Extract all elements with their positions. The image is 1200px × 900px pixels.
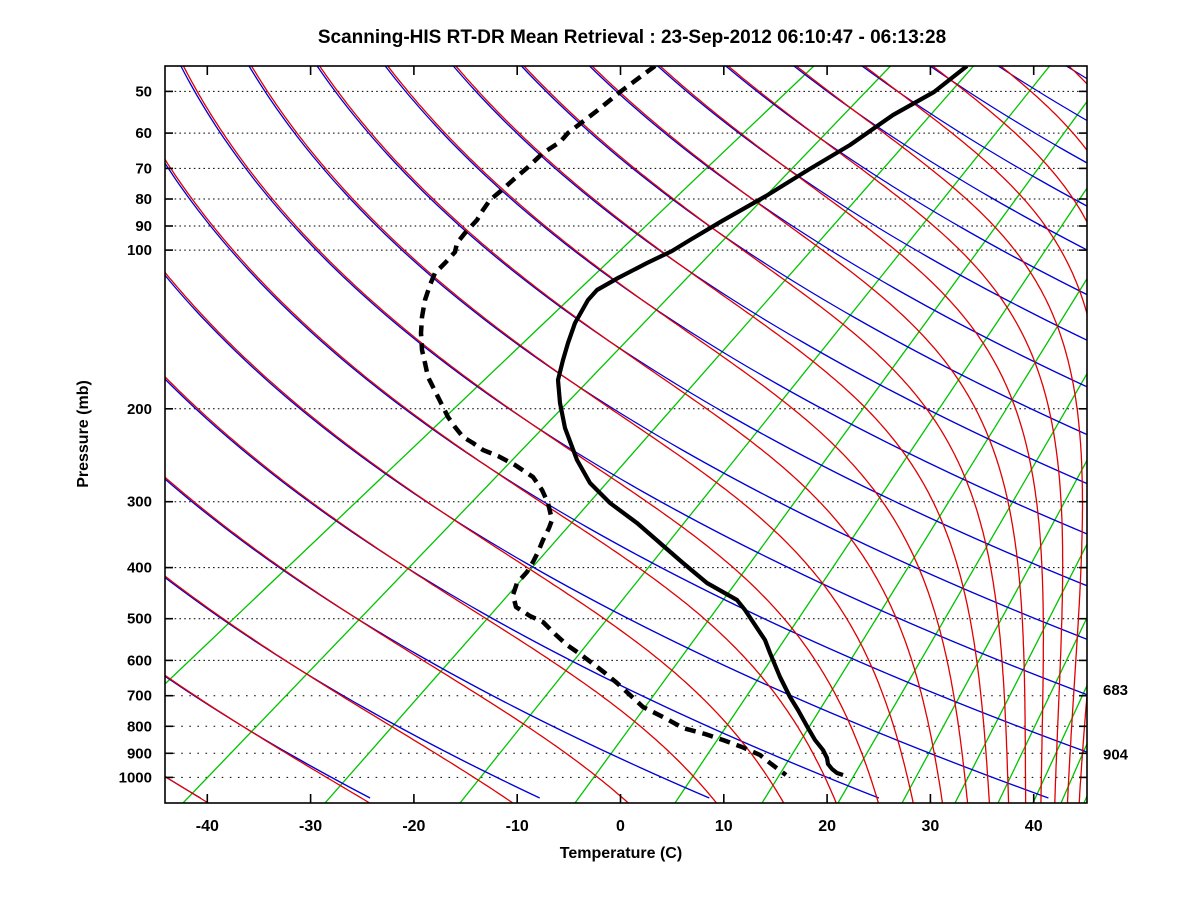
dry-adiabat-line xyxy=(384,66,1087,535)
moist-adiabat-line xyxy=(455,66,991,803)
y-tick-label: 80 xyxy=(135,191,152,208)
plot-area xyxy=(165,66,1167,806)
x-tick-label: 10 xyxy=(715,818,733,835)
x-tick-label: -20 xyxy=(402,818,425,835)
y-tick-label: 200 xyxy=(127,401,152,418)
moist-adiabat-line xyxy=(591,66,1027,803)
dry-adiabat-line xyxy=(180,66,1087,696)
moist-adiabat-line xyxy=(165,375,718,803)
x-tick-label: 20 xyxy=(818,818,836,835)
moist-adiabat-line xyxy=(387,66,969,803)
x-tick-label: 30 xyxy=(922,818,940,835)
moist-adiabat-line xyxy=(182,66,880,803)
y-axis-label: Pressure (mb) xyxy=(75,380,92,488)
dry-adiabat-line xyxy=(997,66,1087,122)
x-tick-label: 0 xyxy=(616,818,625,835)
moist-adiabat-line xyxy=(932,66,1087,224)
y-tick-label: 300 xyxy=(127,494,152,511)
dry-adiabat-line xyxy=(1065,66,1087,80)
y-tick-label: 900 xyxy=(127,745,152,762)
plot-border xyxy=(164,65,1088,804)
y-tick-label: 70 xyxy=(135,160,152,177)
mixing-ratio-line xyxy=(954,542,1087,803)
y-tick-label: 500 xyxy=(127,611,152,628)
pressure-annotation: 904 xyxy=(1103,746,1129,763)
dry-adiabat-line xyxy=(165,378,880,799)
y-tick-label: 600 xyxy=(127,652,152,669)
moist-adiabat-line xyxy=(659,66,1045,803)
moist-adiabat-line xyxy=(250,66,914,803)
moist-adiabat-line xyxy=(523,66,1010,803)
moist-adiabat-line xyxy=(165,674,371,803)
moist-adiabat-line xyxy=(165,476,630,803)
y-tick-label: 60 xyxy=(135,125,152,142)
moist-adiabat-line xyxy=(165,575,514,803)
dry-adiabat-line xyxy=(452,66,1087,485)
y-tick-label: 90 xyxy=(135,218,152,235)
y-tick-label: 700 xyxy=(127,688,152,705)
moist-adiabat-line xyxy=(1123,66,1167,806)
mixing-ratio-line xyxy=(459,66,1051,803)
dry-adiabat-line xyxy=(589,66,1087,388)
chart-title: Scanning-HIS RT-DR Mean Retrieval : 23-S… xyxy=(318,27,946,48)
y-tick-label: 400 xyxy=(127,560,152,577)
x-axis-label: Temperature (C) xyxy=(560,845,682,862)
moist-adiabat-line xyxy=(165,271,785,803)
dry-adiabat-line xyxy=(521,66,1087,436)
x-tick-label: -30 xyxy=(299,818,322,835)
x-tick-label: -40 xyxy=(196,818,219,835)
mixing-ratio-line xyxy=(674,186,1087,803)
dry-adiabat-line xyxy=(165,274,1049,799)
mixing-ratio-line xyxy=(837,372,1087,803)
mixing-ratio-line xyxy=(901,459,1087,803)
dry-adiabat-line xyxy=(165,162,1087,753)
y-tick-label: 1000 xyxy=(119,769,152,786)
x-tick-label: 40 xyxy=(1025,818,1043,835)
moist-adiabat-line xyxy=(165,158,837,803)
mixing-ratio-line xyxy=(997,616,1087,803)
moist-adiabat-line xyxy=(319,66,944,803)
temperature-curve xyxy=(555,66,969,777)
dry-adiabat-line xyxy=(929,66,1087,164)
dry-adiabat-line xyxy=(657,66,1087,341)
mixing-ratio-line xyxy=(182,66,891,803)
moist-adiabat-line xyxy=(727,66,1064,803)
moist-adiabat-line xyxy=(864,66,1087,803)
dewpoint-curve xyxy=(418,66,788,777)
mixing-ratio-line xyxy=(165,66,815,685)
mixing-ratio-line xyxy=(761,277,1087,803)
dry-adiabat-line xyxy=(1134,66,1144,72)
mixing-ratio-line xyxy=(1083,794,1087,803)
y-tick-label: 800 xyxy=(127,718,152,735)
dry-adiabat-line xyxy=(316,66,1087,587)
dry-adiabat-line xyxy=(165,576,540,799)
mixing-ratio-line xyxy=(574,100,1087,803)
dry-adiabat-line xyxy=(725,66,1087,296)
y-tick-label: 100 xyxy=(127,242,152,259)
moist-adiabat-line xyxy=(795,66,1084,803)
y-tick-label: 50 xyxy=(135,83,152,100)
moist-adiabat-line xyxy=(165,775,210,803)
pressure-annotation: 683 xyxy=(1103,682,1128,699)
x-tick-label: -10 xyxy=(506,818,529,835)
